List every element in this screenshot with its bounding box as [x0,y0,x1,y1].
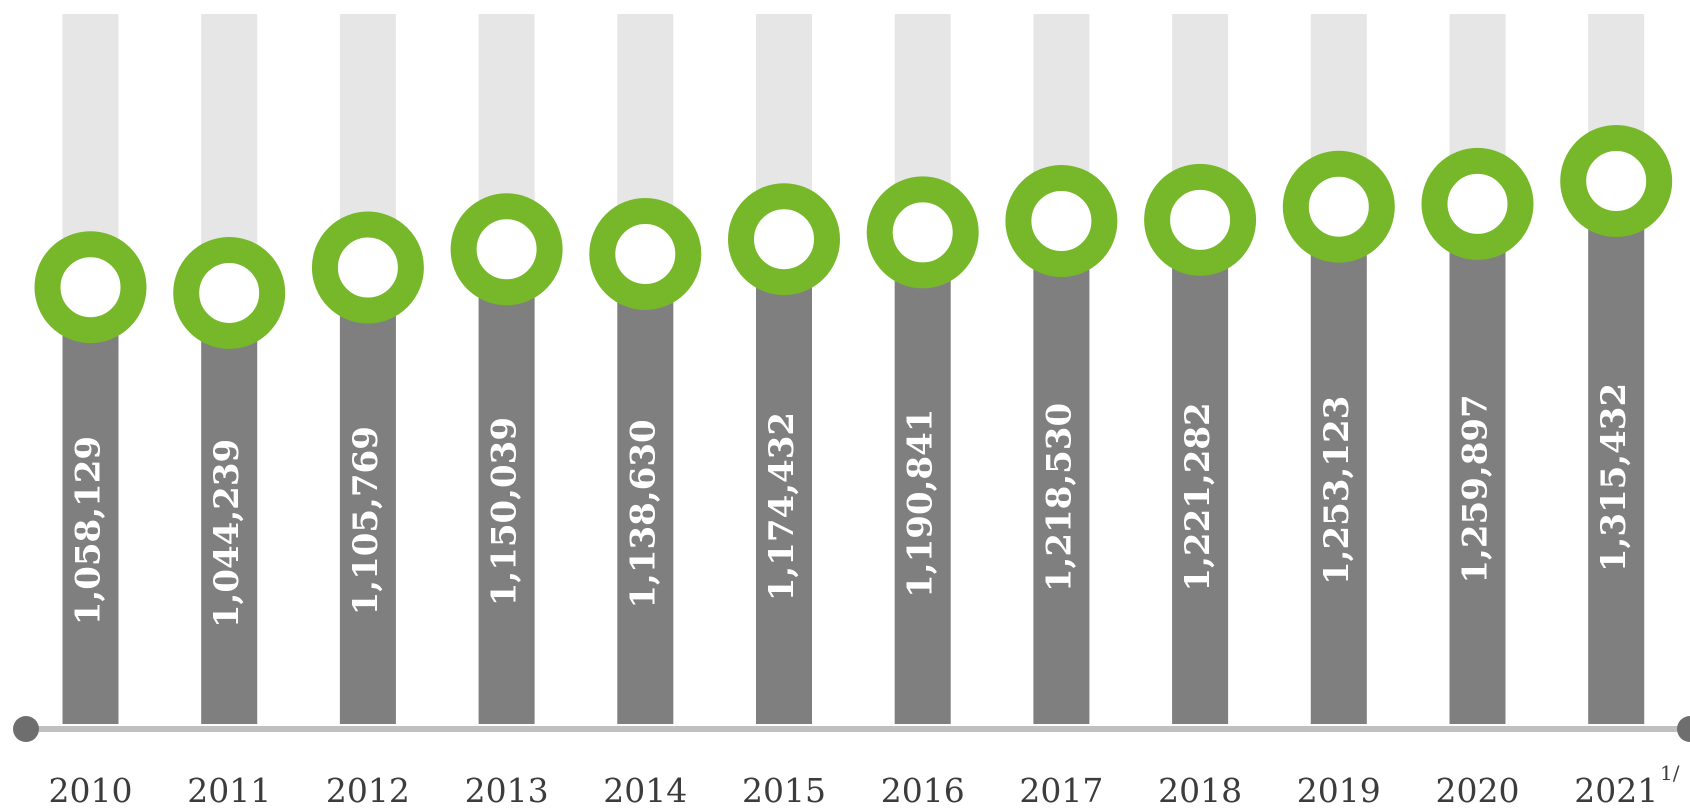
value-label: 1,105,769 [346,426,386,615]
bar-marker [173,236,286,349]
value-label: 1,150,039 [485,417,525,606]
x-tick-label: 2010 [49,771,133,808]
bar [201,292,258,724]
bar [478,249,535,724]
value-label: 1,138,630 [623,419,663,608]
x-tick-label: 2019 [1297,771,1381,808]
bar-marker [34,231,147,344]
x-tick-label: 2013 [465,771,549,808]
value-label: 1,218,530 [1039,403,1079,592]
value-label: 1,190,841 [901,409,941,598]
x-tick-label: 2020 [1436,771,1520,808]
bar-marker [1144,163,1257,276]
bar-marker [728,183,840,296]
x-tick-label: 2012 [326,771,410,808]
x-tick-label: 2021 [1574,771,1658,808]
bar [1033,221,1090,725]
bar-marker [866,176,979,289]
bar [756,239,812,725]
value-label: 1,044,239 [207,439,247,628]
bar [1588,181,1645,725]
bar [1310,206,1367,725]
bar-marker [589,197,702,310]
value-label: 1,221,282 [1178,402,1218,591]
value-label: 1,174,432 [762,412,802,601]
bar [894,232,951,724]
bar [1449,203,1506,724]
bar-marker [450,193,563,306]
baseline-end-dot [1677,716,1690,742]
overlay: 1,058,129 2010 1,044,239 2011 1,105,769 2012 1… [34,125,1673,808]
x-tick-label: 2016 [881,771,965,808]
x-tick-label: 2018 [1158,771,1242,808]
bar-marker [311,211,424,324]
bar [62,287,119,724]
bar-marker [1421,147,1534,260]
value-label: 1,253,123 [1317,396,1357,585]
value-label: 1,315,432 [1594,383,1634,572]
x-tick-label: 2015 [742,771,826,808]
x-tick-label: 2017 [1019,771,1103,808]
footnote-marker: 1/ [1660,761,1680,785]
bar-marker [1282,150,1395,263]
value-label: 1,058,129 [69,436,109,625]
bar-marker [1560,125,1673,238]
bar [339,267,396,724]
x-tick-label: 2011 [187,771,271,808]
bar [617,253,674,724]
x-tick-label: 2014 [603,771,687,808]
bar-marker [1005,165,1118,278]
baseline-end-dot [13,716,39,742]
bar [1172,219,1229,724]
value-label: 1,259,897 [1456,394,1496,583]
